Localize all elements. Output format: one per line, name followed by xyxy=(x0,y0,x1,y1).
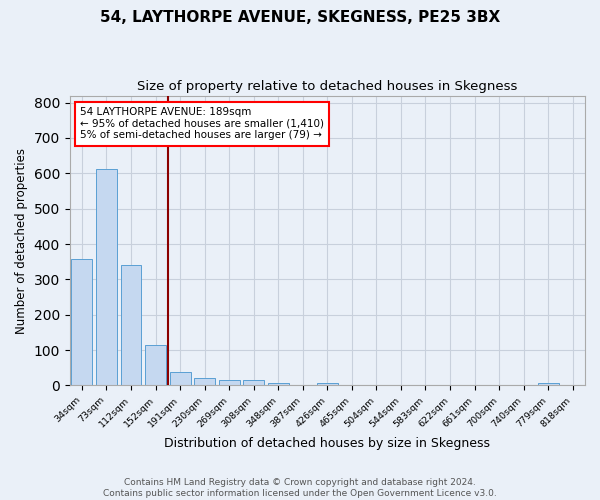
X-axis label: Distribution of detached houses by size in Skegness: Distribution of detached houses by size … xyxy=(164,437,490,450)
Bar xyxy=(71,259,92,386)
Bar xyxy=(194,378,215,386)
Text: 54 LAYTHORPE AVENUE: 189sqm
← 95% of detached houses are smaller (1,410)
5% of s: 54 LAYTHORPE AVENUE: 189sqm ← 95% of det… xyxy=(80,107,324,140)
Text: Contains HM Land Registry data © Crown copyright and database right 2024.
Contai: Contains HM Land Registry data © Crown c… xyxy=(103,478,497,498)
Bar xyxy=(121,265,142,386)
Bar xyxy=(317,383,338,386)
Bar xyxy=(145,345,166,386)
Bar xyxy=(96,168,117,386)
Title: Size of property relative to detached houses in Skegness: Size of property relative to detached ho… xyxy=(137,80,518,93)
Bar xyxy=(538,383,559,386)
Bar xyxy=(243,380,264,386)
Bar xyxy=(170,372,191,386)
Text: 54, LAYTHORPE AVENUE, SKEGNESS, PE25 3BX: 54, LAYTHORPE AVENUE, SKEGNESS, PE25 3BX xyxy=(100,10,500,25)
Y-axis label: Number of detached properties: Number of detached properties xyxy=(15,148,28,334)
Bar xyxy=(268,383,289,386)
Bar xyxy=(219,380,239,386)
